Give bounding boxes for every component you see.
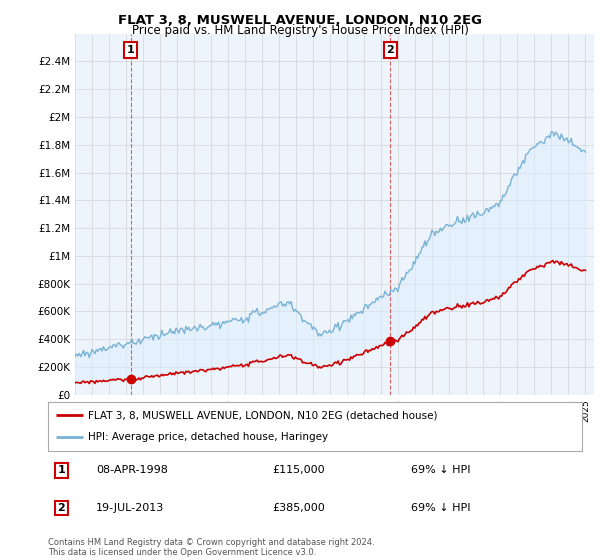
Text: 69% ↓ HPI: 69% ↓ HPI bbox=[411, 503, 470, 513]
Text: 08-APR-1998: 08-APR-1998 bbox=[96, 465, 168, 475]
Text: 69% ↓ HPI: 69% ↓ HPI bbox=[411, 465, 470, 475]
Text: Contains HM Land Registry data © Crown copyright and database right 2024.
This d: Contains HM Land Registry data © Crown c… bbox=[48, 538, 374, 557]
Text: 1: 1 bbox=[58, 465, 65, 475]
Text: 2: 2 bbox=[58, 503, 65, 513]
Text: £385,000: £385,000 bbox=[272, 503, 325, 513]
Text: £115,000: £115,000 bbox=[272, 465, 325, 475]
Text: Price paid vs. HM Land Registry's House Price Index (HPI): Price paid vs. HM Land Registry's House … bbox=[131, 24, 469, 37]
Text: FLAT 3, 8, MUSWELL AVENUE, LONDON, N10 2EG: FLAT 3, 8, MUSWELL AVENUE, LONDON, N10 2… bbox=[118, 14, 482, 27]
Text: HPI: Average price, detached house, Haringey: HPI: Average price, detached house, Hari… bbox=[88, 432, 328, 442]
Text: 19-JUL-2013: 19-JUL-2013 bbox=[96, 503, 164, 513]
Text: FLAT 3, 8, MUSWELL AVENUE, LONDON, N10 2EG (detached house): FLAT 3, 8, MUSWELL AVENUE, LONDON, N10 2… bbox=[88, 410, 437, 421]
Text: 2: 2 bbox=[386, 45, 394, 55]
Text: 1: 1 bbox=[127, 45, 134, 55]
